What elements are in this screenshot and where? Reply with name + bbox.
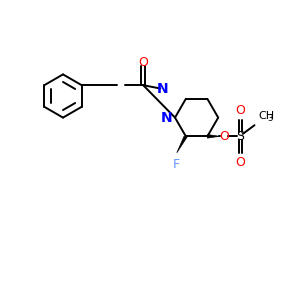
- Polygon shape: [207, 134, 219, 138]
- Text: O: O: [236, 104, 245, 117]
- Text: CH: CH: [258, 111, 274, 121]
- Text: O: O: [236, 156, 245, 169]
- Text: N: N: [161, 111, 172, 124]
- Text: O: O: [219, 130, 229, 143]
- Text: F: F: [173, 158, 180, 171]
- Text: S: S: [236, 130, 244, 143]
- Text: 3: 3: [268, 114, 273, 123]
- Text: O: O: [138, 56, 148, 69]
- Polygon shape: [177, 136, 188, 153]
- Text: N: N: [157, 82, 169, 96]
